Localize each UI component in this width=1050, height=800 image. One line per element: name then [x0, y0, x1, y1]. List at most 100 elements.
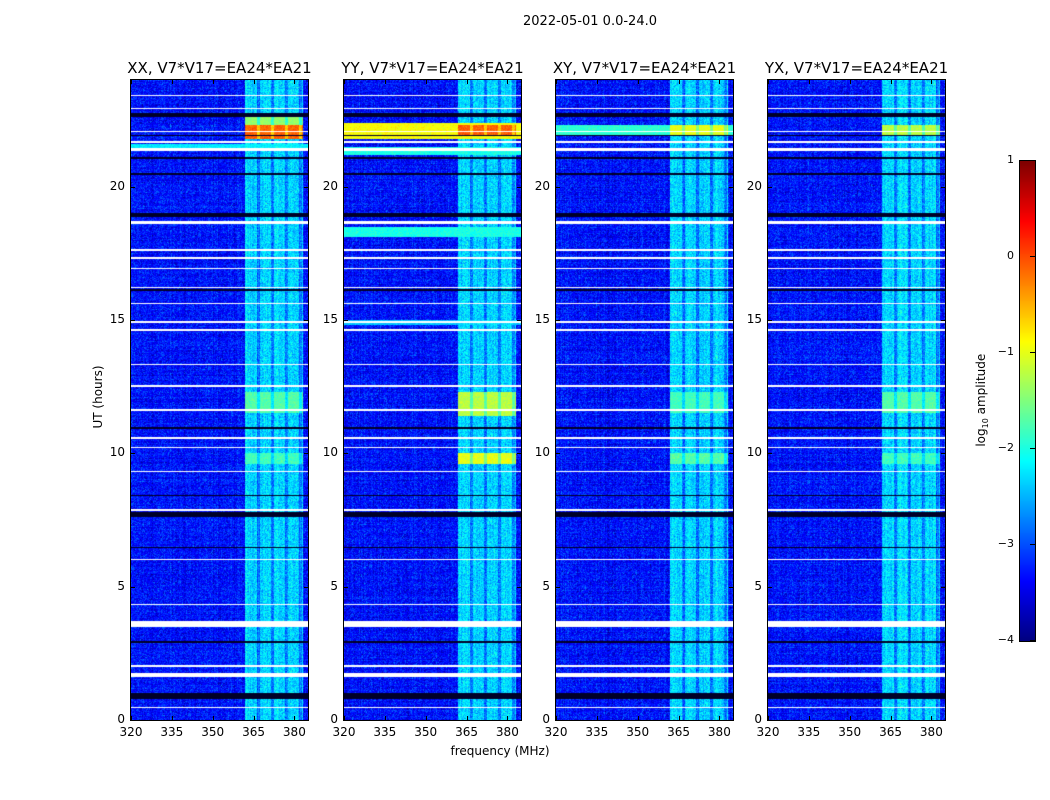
x-tick-mark-top	[294, 80, 296, 84]
y-tick-label: 0	[754, 712, 762, 726]
x-tick-mark-top	[931, 80, 933, 84]
x-tick-mark	[931, 716, 933, 720]
y-tick-label: 15	[322, 312, 338, 326]
y-tick-mark-right	[304, 720, 308, 721]
y-tick-label: 20	[109, 178, 125, 193]
x-axis-label: frequency (MHz)	[450, 744, 550, 758]
y-tick-label: 15	[746, 312, 762, 326]
x-tick-mark-top	[212, 80, 214, 84]
y-tick-label: 10	[322, 445, 338, 460]
y-tick-label: 10	[534, 445, 550, 460]
x-tick-mark	[171, 716, 173, 720]
x-tick-label: 335	[797, 725, 821, 739]
y-tick-mark	[768, 453, 772, 455]
y-tick-label: 5	[754, 578, 762, 593]
x-tick-mark-top	[466, 80, 468, 84]
x-tick-label: 365	[455, 725, 478, 739]
y-tick-label: 0	[330, 712, 338, 726]
y-tick-mark-right	[517, 586, 521, 588]
x-tick-label: 380	[919, 725, 943, 739]
colorbar-tick-label: −4	[997, 633, 1014, 646]
x-tick-label: 320	[119, 725, 143, 739]
y-tick-mark-right	[304, 586, 308, 588]
panel-title-1: YY, V7*V17=EA24*EA21	[341, 59, 524, 77]
x-tick-mark	[678, 716, 680, 720]
y-tick-mark	[768, 586, 772, 588]
y-tick-mark-right	[517, 720, 521, 721]
x-tick-label: 335	[373, 725, 397, 739]
y-tick-mark	[131, 320, 135, 321]
y-tick-mark	[131, 720, 135, 721]
x-tick-label: 380	[282, 725, 306, 739]
x-tick-mark	[637, 716, 639, 720]
x-tick-mark-top	[556, 80, 557, 84]
y-tick-mark-right	[729, 453, 733, 455]
x-tick-mark-top	[384, 80, 386, 84]
waterfall-panel-2	[555, 79, 734, 721]
colorbar-tick-mark	[1030, 640, 1035, 641]
y-tick-mark-right	[729, 586, 733, 588]
y-tick-label: 15	[109, 312, 125, 326]
colorbar-label-sub: 10	[981, 418, 991, 429]
y-tick-mark	[556, 186, 560, 188]
y-tick-label: 0	[117, 712, 125, 726]
y-tick-mark	[131, 186, 135, 188]
colorbar-tick-mark	[1030, 544, 1035, 545]
y-tick-mark-right	[941, 453, 945, 455]
waterfall-panel-0	[130, 79, 309, 721]
x-tick-mark	[719, 716, 721, 720]
x-tick-mark	[344, 716, 345, 720]
y-tick-label: 10	[109, 445, 125, 460]
panel-title-2: XY, V7*V17=EA24*EA21	[552, 59, 737, 77]
y-tick-mark	[768, 320, 772, 321]
colorbar-tick-label: 0	[1007, 249, 1014, 262]
y-tick-mark	[131, 586, 135, 588]
y-tick-mark-right	[729, 720, 733, 721]
colorbar-tick-mark	[1030, 160, 1035, 161]
y-tick-mark-right	[517, 320, 521, 321]
y-tick-mark-right	[304, 186, 308, 188]
y-tick-label: 0	[542, 712, 550, 726]
colorbar-tick-label: 1	[1007, 153, 1014, 166]
y-tick-label: 15	[534, 312, 550, 326]
x-tick-mark	[556, 716, 557, 720]
x-tick-mark	[294, 716, 296, 720]
x-tick-mark-top	[344, 80, 345, 84]
x-tick-mark-top	[678, 80, 680, 84]
x-tick-label: 320	[544, 725, 568, 739]
y-tick-label: 20	[322, 178, 338, 193]
x-tick-mark-top	[890, 80, 892, 84]
x-tick-label: 365	[879, 725, 902, 739]
x-tick-label: 350	[414, 725, 438, 739]
y-axis-label: UT (hours)	[91, 365, 105, 429]
x-tick-label: 365	[242, 725, 265, 739]
y-tick-mark	[344, 186, 348, 188]
x-tick-mark-top	[808, 80, 810, 84]
y-tick-mark	[344, 586, 348, 588]
y-tick-mark-right	[941, 586, 945, 588]
x-tick-mark	[596, 716, 598, 720]
colorbar-tick-mark	[1030, 448, 1035, 449]
x-tick-label: 380	[707, 725, 731, 739]
x-tick-mark-top	[507, 80, 509, 84]
x-tick-label: 350	[626, 725, 650, 739]
y-tick-mark	[556, 720, 560, 721]
y-tick-mark-right	[517, 453, 521, 455]
y-tick-label: 5	[542, 578, 550, 593]
x-tick-mark	[425, 716, 427, 720]
y-tick-mark-right	[941, 186, 945, 188]
y-tick-label: 20	[534, 178, 550, 193]
y-tick-mark-right	[729, 186, 733, 188]
colorbar-tick-label: −3	[997, 537, 1014, 550]
y-tick-mark	[556, 453, 560, 455]
y-tick-mark	[556, 320, 560, 321]
x-tick-mark	[131, 716, 132, 720]
x-tick-mark-top	[253, 80, 255, 84]
x-tick-mark-top	[425, 80, 427, 84]
colorbar-tick-label: −2	[997, 441, 1014, 454]
colorbar-tick-label: −1	[997, 345, 1014, 358]
x-tick-mark	[253, 716, 255, 720]
y-tick-mark	[344, 320, 348, 321]
x-tick-label: 350	[838, 725, 862, 739]
